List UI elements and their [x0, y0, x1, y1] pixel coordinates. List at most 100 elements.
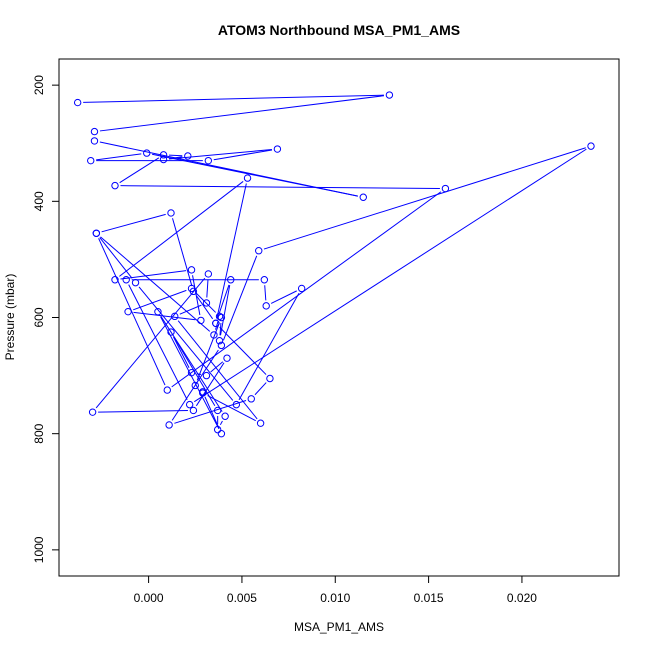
data-point: [587, 142, 595, 150]
series-segment: [98, 238, 166, 386]
x-tick-label: 0.015: [414, 591, 444, 605]
data-point: [262, 302, 270, 310]
data-point: [213, 406, 222, 415]
data-point: [260, 276, 269, 284]
data-point: [221, 412, 229, 420]
series-segment: [179, 304, 202, 315]
series-segment: [173, 336, 190, 369]
series-segment: [195, 362, 225, 407]
series-segment: [171, 349, 219, 421]
data-point: [247, 395, 255, 403]
data-point: [213, 425, 222, 434]
data-point: [385, 91, 394, 99]
data-point: [163, 386, 171, 394]
series-segment: [196, 322, 220, 381]
data-point: [199, 389, 207, 397]
series-segment: [119, 157, 160, 184]
series-segment: [120, 185, 440, 189]
series-segment: [219, 322, 222, 336]
series-segment: [217, 284, 230, 319]
series-segment: [207, 395, 256, 422]
data-point: [243, 174, 252, 182]
data-point: [165, 421, 173, 429]
y-tick-label: 800: [32, 423, 46, 443]
series-segment: [195, 291, 216, 313]
data-point: [154, 307, 162, 316]
data-point: [167, 209, 175, 217]
data-point: [124, 307, 132, 316]
series-segment: [95, 277, 206, 409]
x-axis: 0.000 0.005 0.010 0.015 0.020: [134, 575, 537, 605]
series-segment: [99, 237, 133, 279]
x-tick-label: 0.020: [507, 591, 537, 605]
series-segment: [196, 373, 202, 376]
y-tick-label: 600: [32, 307, 46, 327]
series-segment: [264, 285, 267, 301]
data-point: [159, 155, 168, 164]
series-segment: [238, 293, 300, 401]
series-segment: [100, 236, 211, 332]
data-layer: [73, 91, 595, 438]
series-segment: [138, 286, 234, 401]
data-point: [273, 145, 282, 153]
series-segment: [172, 218, 193, 287]
x-tick-label: 0.000: [134, 591, 164, 605]
data-point: [204, 156, 213, 165]
series-segment: [101, 213, 166, 233]
data-point: [131, 278, 140, 287]
series-segment: [220, 285, 231, 336]
series-segment: [194, 148, 587, 403]
data-point: [256, 419, 265, 427]
series-segment: [196, 295, 214, 320]
series-segment: [263, 147, 586, 250]
data-point: [202, 299, 211, 307]
series-segment: [133, 311, 196, 321]
data-point: [441, 184, 450, 193]
chart-title: ATOM3 Northbound MSA_PM1_AMS: [218, 22, 460, 38]
series-segment: [210, 361, 224, 373]
data-point: [87, 156, 95, 165]
y-axis: 200 400 600 800 1000: [32, 75, 60, 563]
series-segment: [160, 316, 223, 412]
series-segment: [216, 183, 247, 319]
series-segment: [99, 95, 385, 132]
series-segment: [96, 153, 142, 161]
data-point: [266, 374, 274, 383]
series-segment: [169, 154, 183, 157]
series-segment: [254, 382, 267, 396]
data-point: [143, 149, 151, 157]
series-segment: [168, 149, 272, 160]
data-point: [197, 316, 205, 325]
data-point: [217, 341, 226, 350]
data-point: [217, 429, 226, 438]
series-segment: [119, 181, 244, 277]
x-tick-label: 0.010: [320, 591, 350, 605]
data-point: [215, 337, 224, 345]
data-point: [204, 270, 213, 278]
data-point: [232, 400, 241, 409]
series-segment: [215, 321, 219, 330]
data-point: [255, 246, 263, 255]
data-point: [122, 276, 130, 284]
data-point: [92, 229, 101, 237]
data-point: [189, 406, 198, 415]
x-tick-label: 0.005: [227, 591, 257, 605]
data-point: [73, 98, 82, 107]
data-point: [185, 400, 194, 409]
plot-frame: [58, 58, 620, 577]
data-point: [90, 127, 99, 136]
series-segment: [192, 275, 201, 316]
data-point: [212, 319, 220, 328]
data-point: [187, 368, 196, 377]
data-point: [184, 152, 192, 160]
series-segment: [222, 255, 258, 341]
data-point: [167, 328, 175, 336]
data-point: [202, 371, 211, 380]
series-segment: [206, 279, 209, 298]
series-segment: [219, 326, 267, 375]
series-segment: [204, 396, 220, 429]
data-point: [159, 151, 168, 159]
series-segment: [213, 149, 273, 161]
data-point: [171, 312, 179, 321]
